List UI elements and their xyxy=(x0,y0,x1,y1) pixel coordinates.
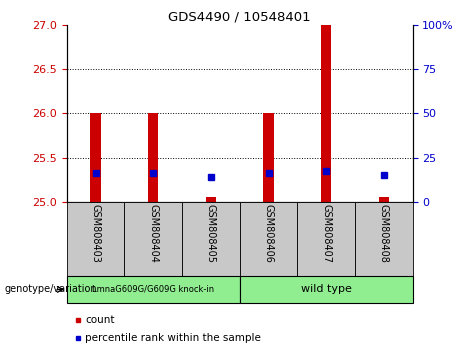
Bar xyxy=(148,113,159,202)
Text: LmnaG609G/G609G knock-in: LmnaG609G/G609G knock-in xyxy=(92,285,214,294)
Bar xyxy=(67,202,124,276)
Text: GSM808407: GSM808407 xyxy=(321,204,331,263)
Bar xyxy=(378,198,389,202)
Bar xyxy=(90,113,101,202)
Text: percentile rank within the sample: percentile rank within the sample xyxy=(85,333,261,343)
Text: genotype/variation: genotype/variation xyxy=(5,284,97,295)
Bar xyxy=(240,276,413,303)
Text: count: count xyxy=(85,315,114,325)
Bar xyxy=(297,202,355,276)
Text: GSM808403: GSM808403 xyxy=(91,204,100,263)
Bar xyxy=(206,198,216,202)
Text: GSM808405: GSM808405 xyxy=(206,204,216,263)
Text: wild type: wild type xyxy=(301,284,352,295)
Bar xyxy=(124,202,182,276)
Bar xyxy=(263,113,274,202)
Text: GSM808408: GSM808408 xyxy=(379,204,389,263)
Text: GSM808406: GSM808406 xyxy=(264,204,273,263)
Bar xyxy=(182,202,240,276)
Bar xyxy=(321,25,331,202)
Title: GDS4490 / 10548401: GDS4490 / 10548401 xyxy=(168,11,311,24)
Bar xyxy=(67,276,240,303)
Bar xyxy=(355,202,413,276)
Text: GSM808404: GSM808404 xyxy=(148,204,158,263)
Bar xyxy=(240,202,297,276)
